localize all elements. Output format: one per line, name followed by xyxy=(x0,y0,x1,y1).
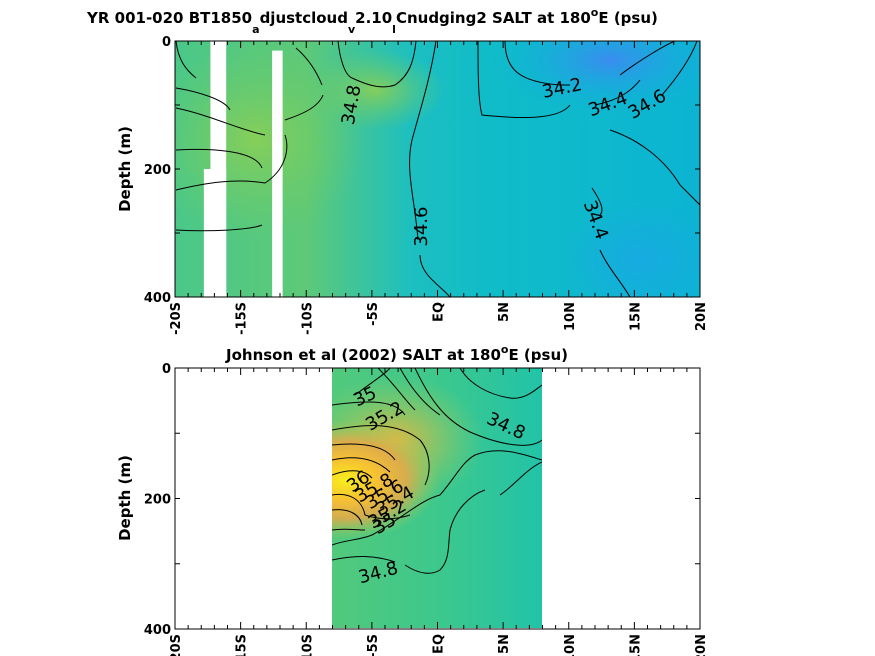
x-tick-label: 20N xyxy=(694,302,709,331)
y-tick-label: 0 xyxy=(162,35,171,50)
panel-bottom-xticks: -20S -15S -10S -5S EQ 5N 10N 15N 20N xyxy=(169,368,709,656)
x-tick-label: -10S xyxy=(300,302,315,335)
contour-label: 34.6 xyxy=(411,207,432,247)
y-tick-label: 400 xyxy=(144,623,171,638)
missing-data-band xyxy=(210,41,227,297)
x-tick-label: 10N xyxy=(563,302,578,331)
panel-top-yticks: 0 200 400 xyxy=(144,35,700,306)
x-tick-label: EQ xyxy=(432,634,447,654)
x-tick-label: 5N xyxy=(497,302,512,322)
x-tick-label: -20S xyxy=(169,634,184,656)
x-tick-label: -15S xyxy=(235,302,250,335)
missing-data-band xyxy=(272,50,283,297)
x-tick-label: -20S xyxy=(169,302,184,335)
panel-top: YR 001-020 BT1850adjustcloudv2.10lCnudgi… xyxy=(86,6,709,335)
panel-bottom-title: Johnson et al (2002) SALT at 180oE (psu) xyxy=(225,343,568,364)
x-tick-label: 10N xyxy=(563,634,578,656)
panel-top-ylabel: Depth (m) xyxy=(116,126,134,212)
x-tick-label: -5S xyxy=(366,302,381,326)
panel-bottom-ylabel: Depth (m) xyxy=(116,455,134,541)
x-tick-label: 5N xyxy=(497,634,512,654)
y-tick-label: 200 xyxy=(144,163,171,178)
x-tick-label: EQ xyxy=(432,302,447,322)
y-tick-label: 400 xyxy=(144,291,171,306)
panel-top-xticks: -20S -15S -10S -5S EQ 5N 10N 15N 20N xyxy=(169,41,709,335)
panel-top-field: 34.2 34.434.634.834.6 34.4 xyxy=(175,41,700,297)
y-tick-label: 200 xyxy=(144,493,171,508)
x-tick-label: 15N xyxy=(628,634,643,656)
x-tick-label: -15S xyxy=(235,634,250,656)
x-tick-label: 20N xyxy=(694,634,709,656)
x-tick-label: -10S xyxy=(300,634,315,656)
x-tick-label: 15N xyxy=(628,302,643,331)
panel-top-title: YR 001-020 BT1850adjustcloudv2.10lCnudgi… xyxy=(86,6,658,36)
panel-bottom-yticks: 0 200 400 xyxy=(144,362,700,638)
y-tick-label: 0 xyxy=(162,362,171,377)
panel-top-missing xyxy=(203,41,283,297)
panel-bottom: Johnson et al (2002) SALT at 180oE (psu) xyxy=(116,343,709,656)
x-tick-label: -5S xyxy=(366,634,381,656)
